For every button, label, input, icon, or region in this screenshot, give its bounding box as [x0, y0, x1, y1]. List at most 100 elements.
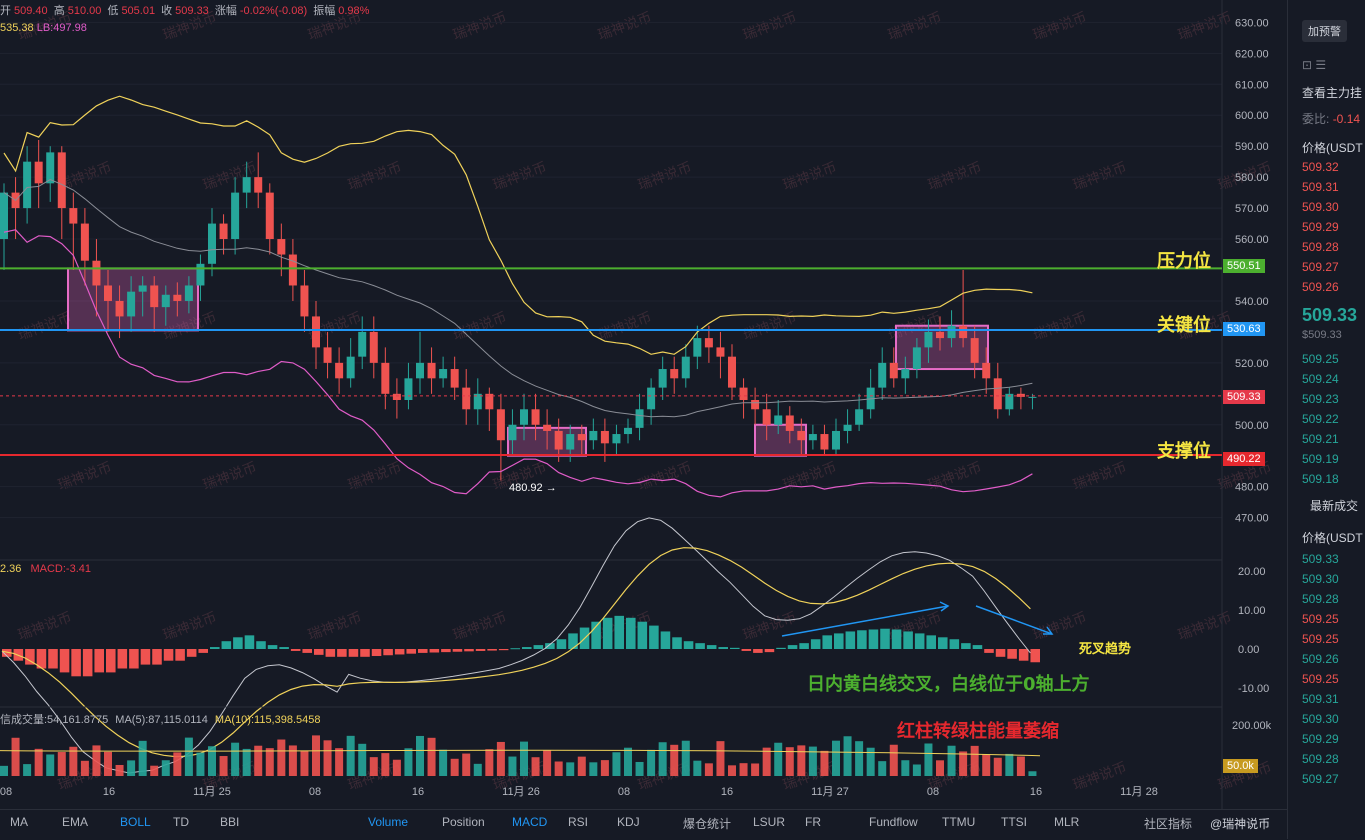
macd-histogram-bar: [129, 649, 139, 669]
trade-price-row: 509.30: [1302, 572, 1339, 586]
main-order-label[interactable]: 查看主力挂: [1302, 86, 1363, 100]
volume-bar: [69, 746, 78, 776]
trade-price-row: 509.25: [1302, 632, 1339, 646]
bid-price-row[interactable]: 509.23: [1302, 392, 1339, 406]
price-tick-label: 620.00: [1235, 48, 1269, 60]
macd-histogram-bar: [94, 649, 104, 673]
macd-histogram-bar: [475, 649, 486, 651]
candle-body: [716, 347, 725, 357]
latest-trades-label[interactable]: 最新成交: [1310, 499, 1359, 513]
price-tick-label: 520.00: [1235, 358, 1269, 370]
candle-body: [947, 325, 956, 339]
change-value: -0.02%(-0.08): [239, 5, 308, 17]
indicator-tab[interactable]: RSI: [568, 815, 589, 829]
indicator-tab[interactable]: BBI: [220, 815, 240, 829]
indicator-tab[interactable]: Position: [442, 815, 485, 829]
candlestick-chart[interactable]: 瑞神说币 瑞神说币 瑞神说币 瑞神说币 瑞神说币 瑞神说币 瑞神说币 瑞神说币 瑞神说币瑞神说币…: [0, 0, 1287, 809]
indicator-tab[interactable]: TTSI: [1001, 815, 1027, 829]
volume-bar: [11, 737, 20, 776]
add-alert-button[interactable]: 加预警: [1302, 20, 1347, 42]
ask-price-row[interactable]: 509.29: [1302, 220, 1339, 234]
volume-bar: [785, 747, 794, 776]
candle-body: [912, 347, 921, 370]
volume-bar: [681, 740, 690, 776]
ask-price-row[interactable]: 509.30: [1302, 200, 1339, 214]
indicator-tab[interactable]: TD: [173, 815, 189, 829]
volume-bar: [265, 748, 274, 776]
bid-price-row[interactable]: 509.25: [1302, 352, 1339, 366]
indicator-tab[interactable]: MA: [10, 815, 28, 829]
macd-histogram-bar: [660, 631, 671, 649]
macd-histogram-bar: [1018, 649, 1029, 661]
bid-price-row[interactable]: 509.22: [1302, 412, 1339, 426]
ask-price-row[interactable]: 509.31: [1302, 180, 1339, 194]
watermark-text: 瑞神说币: [926, 159, 984, 193]
macd-histogram-bar: [614, 615, 624, 649]
volume-bar: [150, 765, 159, 776]
indicator-tab[interactable]: Volume: [368, 815, 409, 829]
watermark-text: 瑞神说币: [16, 309, 74, 343]
candle-body: [404, 378, 413, 400]
candle-body: [624, 427, 632, 435]
ratio-value: -0.14: [1332, 112, 1361, 126]
candle-body: [346, 356, 355, 379]
volume-bar: [936, 760, 944, 776]
ask-price-row[interactable]: 509.26: [1302, 280, 1339, 294]
volume-bar: [751, 763, 760, 776]
candle-body: [681, 356, 690, 379]
price-tick-label: 500.00: [1235, 420, 1269, 432]
indicator-tab[interactable]: 社区指标: [1144, 817, 1193, 831]
candle-body: [936, 331, 944, 339]
candle-body: [612, 434, 621, 444]
macd-histogram-bar: [718, 647, 728, 649]
volume-bar: [889, 744, 898, 776]
macd-dif: 2.36: [0, 563, 22, 575]
candle-body: [901, 369, 910, 379]
macd-histogram-bar: [799, 643, 809, 649]
macd-tick-label: 0.00: [1238, 644, 1259, 656]
macd-histogram-bar: [1007, 649, 1017, 659]
bid-price-row[interactable]: 509.18: [1302, 472, 1339, 486]
macd-histogram-bar: [626, 617, 636, 649]
indicator-tab[interactable]: KDJ: [617, 815, 640, 829]
macd-histogram-bar: [822, 635, 832, 649]
candle-body: [728, 356, 736, 388]
rising-trend-arrow: [781, 605, 949, 637]
volume-bar: [312, 735, 320, 776]
macd-histogram-bar: [845, 631, 856, 649]
indicator-tab[interactable]: Fundflow: [869, 815, 918, 829]
volume-bar: [0, 765, 8, 776]
ask-price-row[interactable]: 509.28: [1302, 240, 1339, 254]
volume-bar: [762, 747, 771, 776]
trades-price-header: 价格(USDT: [1302, 531, 1363, 545]
indicator-tab[interactable]: 爆仓统计: [683, 817, 732, 831]
volume-bar: [92, 745, 101, 776]
indicator-tab[interactable]: MACD: [512, 815, 548, 829]
indicator-tab[interactable]: LSUR: [753, 815, 786, 829]
bid-price-row[interactable]: 509.19: [1302, 452, 1339, 466]
candle-body: [889, 362, 898, 379]
candle-body: [381, 362, 390, 394]
candle-body: [820, 434, 829, 450]
bid-price-row[interactable]: 509.24: [1302, 372, 1339, 386]
candle-body: [959, 325, 968, 339]
macd-tick-label: 20.00: [1238, 566, 1266, 578]
indicator-tab[interactable]: EMA: [62, 815, 89, 829]
macd-histogram-bar: [857, 630, 867, 649]
candle-body: [785, 415, 794, 431]
layout-icon[interactable]: ⊡ ☰: [1302, 58, 1327, 72]
bid-price-row[interactable]: 509.21: [1302, 432, 1339, 446]
candle-body: [69, 208, 78, 224]
indicator-tab[interactable]: TTMU: [942, 815, 976, 829]
volume-bar: [231, 742, 240, 776]
trade-price-row: 509.25: [1302, 612, 1339, 626]
rising-trend-arrowhead: [939, 601, 950, 612]
indicator-tab[interactable]: BOLL: [120, 815, 151, 829]
volume-bar: [323, 740, 332, 776]
candle-body: [1028, 396, 1037, 398]
indicator-tab[interactable]: FR: [805, 815, 821, 829]
ask-price-row[interactable]: 509.27: [1302, 260, 1339, 274]
candle-body: [543, 424, 552, 431]
indicator-tab[interactable]: MLR: [1054, 815, 1080, 829]
ask-price-row[interactable]: 509.32: [1302, 160, 1339, 174]
